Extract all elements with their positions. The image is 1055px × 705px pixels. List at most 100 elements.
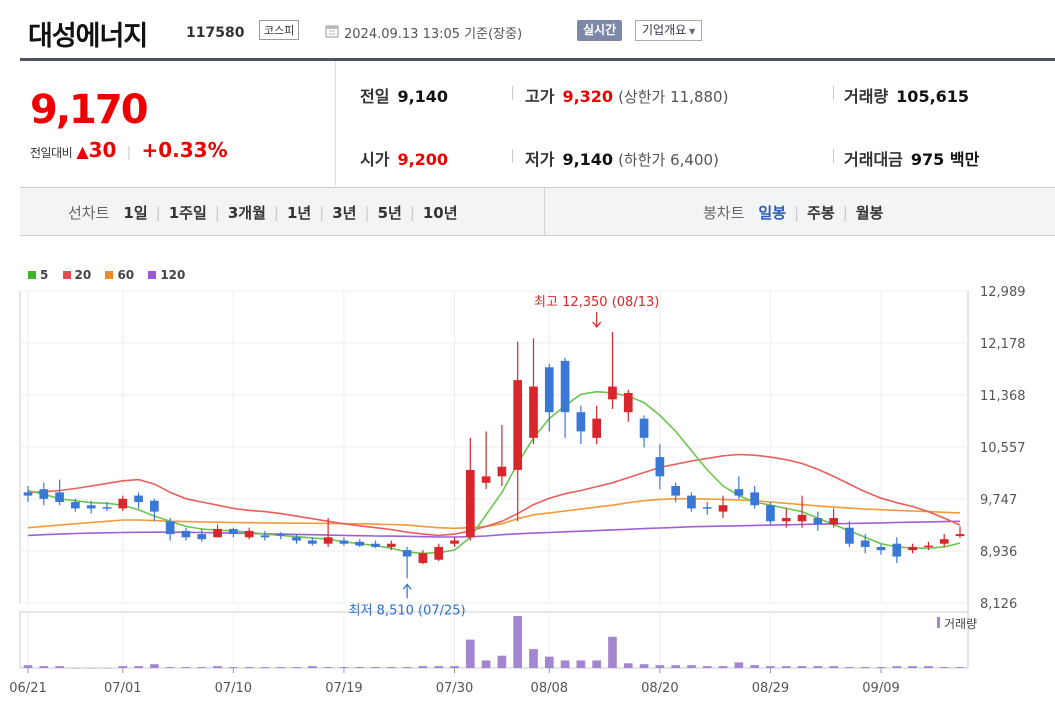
open-label: 시가	[360, 150, 390, 169]
change-value: 30	[88, 138, 117, 162]
volume-bar	[181, 667, 191, 668]
amount-stat: 거래대금 975 백만	[844, 146, 979, 170]
period-3m[interactable]: 3개월	[227, 204, 266, 222]
candle-monthly[interactable]: 월봉	[855, 204, 884, 222]
candle-chart-title: 봉차트	[703, 204, 745, 222]
legend-ma60: 60	[105, 268, 134, 282]
candle-body	[371, 543, 380, 547]
candle-body	[845, 527, 854, 544]
high-value: 9,320	[562, 87, 614, 106]
price-stats: 전일 9,140 시가 9,200 고가 9,320 (상한가 11,880) 저가 9,…	[336, 61, 1055, 186]
y-tick-label: 9,747	[980, 493, 1017, 508]
candle-body	[576, 412, 586, 432]
volume-bar	[55, 666, 64, 668]
prev-close-label: 전일	[360, 87, 390, 106]
volume-bar	[307, 666, 317, 668]
up-arrow-icon: ▲	[76, 142, 89, 161]
volume-bar	[481, 660, 491, 668]
candle-body	[513, 380, 523, 470]
period-1y[interactable]: 1년	[286, 204, 312, 222]
volume-bar	[687, 665, 696, 668]
stock-code: 117580	[186, 25, 245, 41]
candle-body	[213, 528, 222, 538]
candle-body	[23, 492, 33, 496]
volume-bar	[497, 655, 507, 668]
candle-body	[434, 546, 444, 560]
candle-body	[134, 495, 143, 503]
x-tick-label: 09/09	[862, 681, 899, 696]
volume-bar	[829, 666, 838, 668]
realtime-button[interactable]: 실시간	[577, 20, 623, 41]
volume-bar	[292, 667, 301, 668]
candle-body	[687, 495, 696, 509]
candle-body	[797, 514, 807, 522]
candle-body	[276, 534, 286, 536]
candle-body	[323, 537, 333, 544]
lower-limit: (하한가 6,400)	[618, 151, 719, 169]
volume-bar	[260, 667, 270, 668]
period-1w[interactable]: 1주일	[168, 204, 207, 222]
candle-weekly[interactable]: 주봉	[807, 204, 835, 222]
company-name: 대성에너지	[28, 21, 148, 52]
candle-body	[529, 386, 538, 438]
stat-divider	[512, 86, 513, 100]
candle-body	[671, 485, 681, 496]
y-tick-label: 8,936	[980, 545, 1017, 560]
candle-body	[355, 541, 365, 546]
current-price: 9,170	[30, 87, 149, 133]
candle-body	[750, 492, 759, 506]
legend-ma20: 20	[62, 268, 91, 282]
volume-bar	[450, 666, 459, 668]
volume-bar	[860, 667, 870, 668]
y-tick-label: 12,178	[980, 337, 1026, 352]
candle-body	[560, 360, 570, 413]
candle-body	[118, 498, 128, 509]
volume-bar	[718, 666, 728, 668]
volume-bar	[560, 660, 570, 668]
candle-body	[102, 507, 112, 509]
volume-bar	[355, 667, 365, 668]
x-tick-label: 07/30	[436, 681, 473, 696]
candle-body	[860, 540, 870, 547]
volume-bar	[592, 660, 602, 668]
candle-body	[718, 505, 728, 512]
legend-swatch	[28, 271, 36, 279]
stat-divider	[833, 86, 834, 100]
volume-bar	[150, 664, 159, 668]
volume-bar	[750, 665, 759, 668]
period-separator: |	[409, 204, 415, 222]
candle-body	[924, 545, 933, 548]
volume-bar	[434, 666, 444, 668]
candle-body	[908, 546, 917, 551]
min-price-annotation: 최저 8,510 (07/25)	[349, 603, 466, 618]
volume-bar	[544, 656, 554, 668]
y-tick-label: 12,989	[980, 285, 1026, 300]
period-1d[interactable]: 1일	[123, 204, 148, 222]
period-separator: |	[794, 204, 800, 222]
candle-body	[544, 367, 554, 413]
volume-bar	[623, 663, 633, 668]
legend-ma5-label: 5	[40, 268, 49, 282]
period-5y[interactable]: 5년	[377, 204, 402, 222]
volume-bar	[229, 667, 238, 668]
candle-body	[307, 540, 317, 544]
period-10y[interactable]: 10년	[422, 204, 458, 222]
volume-bar	[576, 660, 586, 668]
period-3y[interactable]: 3년	[332, 204, 357, 222]
candle-body	[655, 457, 665, 477]
high-stat: 고가 9,320 (상한가 11,880)	[525, 83, 728, 107]
legend-ma60-label: 60	[117, 268, 135, 282]
low-label: 저가	[525, 150, 555, 169]
volume-bar	[797, 666, 807, 668]
max-price-annotation: 최고 12,350 (08/13)	[534, 295, 659, 310]
candle-daily[interactable]: 일봉	[758, 204, 787, 222]
volume-bar	[529, 649, 538, 668]
volume-bar	[276, 667, 286, 668]
volume-bar	[165, 667, 175, 668]
line-chart-title: 선차트	[68, 204, 110, 222]
candle-body	[197, 534, 207, 540]
candle-body	[892, 543, 902, 557]
company-overview-dropdown[interactable]: 기업개요 ▼	[635, 20, 703, 41]
company-overview-label: 기업개요	[642, 23, 687, 37]
